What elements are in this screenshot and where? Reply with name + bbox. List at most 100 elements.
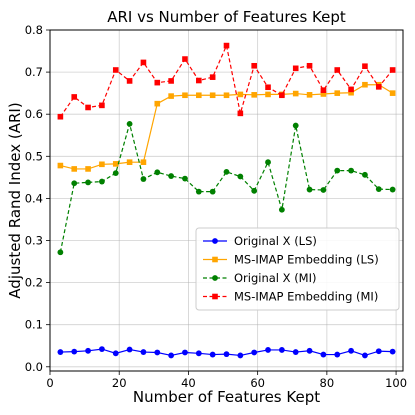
data-point (195, 188, 202, 195)
data-point (265, 91, 271, 98)
legend-item: Original X (MI) (203, 271, 316, 285)
data-point (71, 180, 78, 187)
data-point (237, 173, 244, 180)
data-point (209, 188, 216, 195)
y-tick-label: 0.6 (25, 107, 43, 121)
x-tick-label: 0 (46, 376, 53, 390)
data-point (334, 167, 341, 174)
data-point (140, 176, 147, 182)
data-point (195, 350, 202, 357)
data-point (334, 90, 341, 96)
data-point (389, 67, 396, 73)
legend-label: Original X (MI) (234, 271, 316, 285)
data-point (389, 348, 396, 355)
plot-frame (49, 29, 404, 372)
data-point (154, 100, 161, 107)
data-point (223, 351, 230, 358)
data-point (292, 90, 299, 97)
data-point (85, 347, 91, 354)
data-point (334, 67, 341, 73)
series-3 (57, 120, 396, 256)
data-point (278, 347, 285, 353)
data-point (278, 206, 285, 213)
series-layer (57, 42, 396, 359)
data-point (306, 62, 313, 69)
data-point (209, 351, 216, 358)
data-point (223, 92, 230, 99)
series-2 (57, 81, 396, 172)
data-point (334, 351, 341, 358)
legend: Original X (LS) MS-IMAP Embedding (LS) Ori… (195, 227, 400, 311)
y-tick-label: 0.4 (25, 191, 43, 205)
data-point (375, 348, 382, 355)
data-point (362, 352, 368, 359)
data-point (182, 56, 188, 62)
data-point (71, 348, 78, 355)
data-point (375, 186, 382, 193)
data-point (209, 74, 216, 80)
data-point (154, 169, 161, 176)
legend-marker (212, 256, 218, 263)
y-tick-label: 0.3 (25, 233, 43, 247)
data-point (126, 159, 133, 165)
data-point (112, 170, 119, 177)
data-point (154, 349, 161, 356)
legend-label: MS-IMAP Embedding (LS) (234, 253, 379, 267)
data-point (126, 120, 133, 127)
data-point (292, 349, 299, 355)
data-point (348, 89, 354, 96)
data-point (57, 349, 64, 355)
data-point (85, 166, 91, 172)
data-point (140, 349, 147, 355)
data-point (99, 161, 105, 168)
data-point (140, 59, 147, 66)
data-point (168, 78, 174, 84)
data-point (112, 161, 119, 167)
data-point (85, 104, 91, 111)
data-point (320, 351, 327, 358)
data-point (348, 347, 354, 354)
y-axis-label: Adjusted Rand Index (ARI) (6, 102, 24, 298)
data-point (223, 168, 230, 175)
data-point (99, 178, 105, 185)
data-point (99, 102, 105, 109)
data-point (182, 349, 188, 356)
legend-item: MS-IMAP Embedding (LS) (203, 253, 379, 267)
x-tick-label: 20 (112, 376, 127, 390)
data-point (362, 171, 368, 178)
data-point (126, 346, 133, 353)
data-point (251, 349, 258, 356)
data-point (57, 249, 64, 256)
y-tick-label: 0.7 (25, 65, 43, 79)
data-point (362, 63, 368, 70)
legend-label: Original X (LS) (234, 234, 317, 248)
data-point (85, 179, 91, 186)
data-point (140, 159, 147, 165)
data-point (306, 186, 313, 193)
chart-title: ARI vs Number of Features Kept (107, 8, 346, 26)
y-tick-label: 0.0 (25, 360, 43, 374)
data-point (223, 42, 230, 49)
x-tick-label: 80 (320, 376, 335, 390)
data-point (389, 90, 396, 96)
data-point (279, 92, 285, 99)
legend-item: MS-IMAP Embedding (MI) (203, 290, 378, 304)
x-axis-label: Number of Features Kept (133, 388, 320, 406)
data-point (126, 78, 133, 84)
legend-marker (212, 293, 218, 300)
data-point (251, 92, 257, 98)
data-point (292, 122, 299, 129)
y-tick-label: 0.8 (25, 23, 43, 37)
data-point (320, 87, 327, 94)
data-point (389, 186, 396, 193)
data-point (71, 166, 78, 172)
data-point (348, 86, 354, 93)
series-4 (57, 42, 396, 120)
y-tick-label: 0.1 (25, 318, 43, 332)
data-point (168, 173, 175, 179)
data-point (57, 113, 64, 120)
data-point (57, 162, 64, 169)
data-point (237, 91, 244, 98)
data-point (237, 110, 244, 117)
legend-item: Original X (LS) (203, 234, 317, 248)
